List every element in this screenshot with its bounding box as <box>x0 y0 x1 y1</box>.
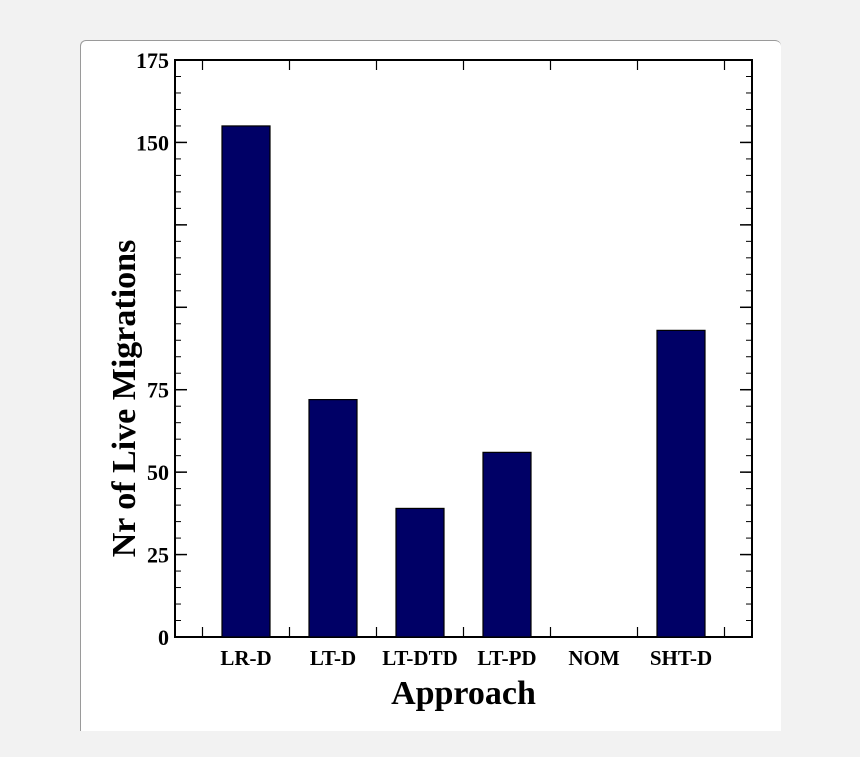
bars <box>221 125 706 638</box>
y-tick-label: 0 <box>158 625 169 650</box>
plot-area <box>174 59 753 638</box>
y-tick-labels: 0 25 50 75 150 175 <box>136 48 169 650</box>
y-tick-label: 75 <box>147 378 169 403</box>
x-tick-label: NOM <box>568 646 620 670</box>
major-ticks <box>175 59 752 638</box>
bar-sht-d <box>656 329 706 638</box>
bar-lt-d <box>308 399 358 638</box>
x-tick-label: LR-D <box>220 646 271 670</box>
bar-lr-d <box>221 125 271 638</box>
x-tick-label: LT-DTD <box>382 646 458 670</box>
x-tick-labels: LR-D LT-D LT-DTD LT-PD NOM SHT-D <box>220 646 712 670</box>
y-tick-label: 25 <box>147 543 169 568</box>
y-tick-label: 50 <box>147 460 169 485</box>
bar-lt-dtd <box>395 507 445 638</box>
x-tick-label: SHT-D <box>650 646 712 670</box>
y-axis-title: Nr of Live Migrations <box>106 240 143 558</box>
bar-lt-pd <box>482 451 532 638</box>
x-axis-title: Approach <box>391 675 536 712</box>
x-tick-label: LT-D <box>310 646 356 670</box>
x-tick-label: LT-PD <box>477 646 536 670</box>
y-tick-label: 150 <box>136 130 169 155</box>
y-tick-label: 175 <box>136 48 169 73</box>
